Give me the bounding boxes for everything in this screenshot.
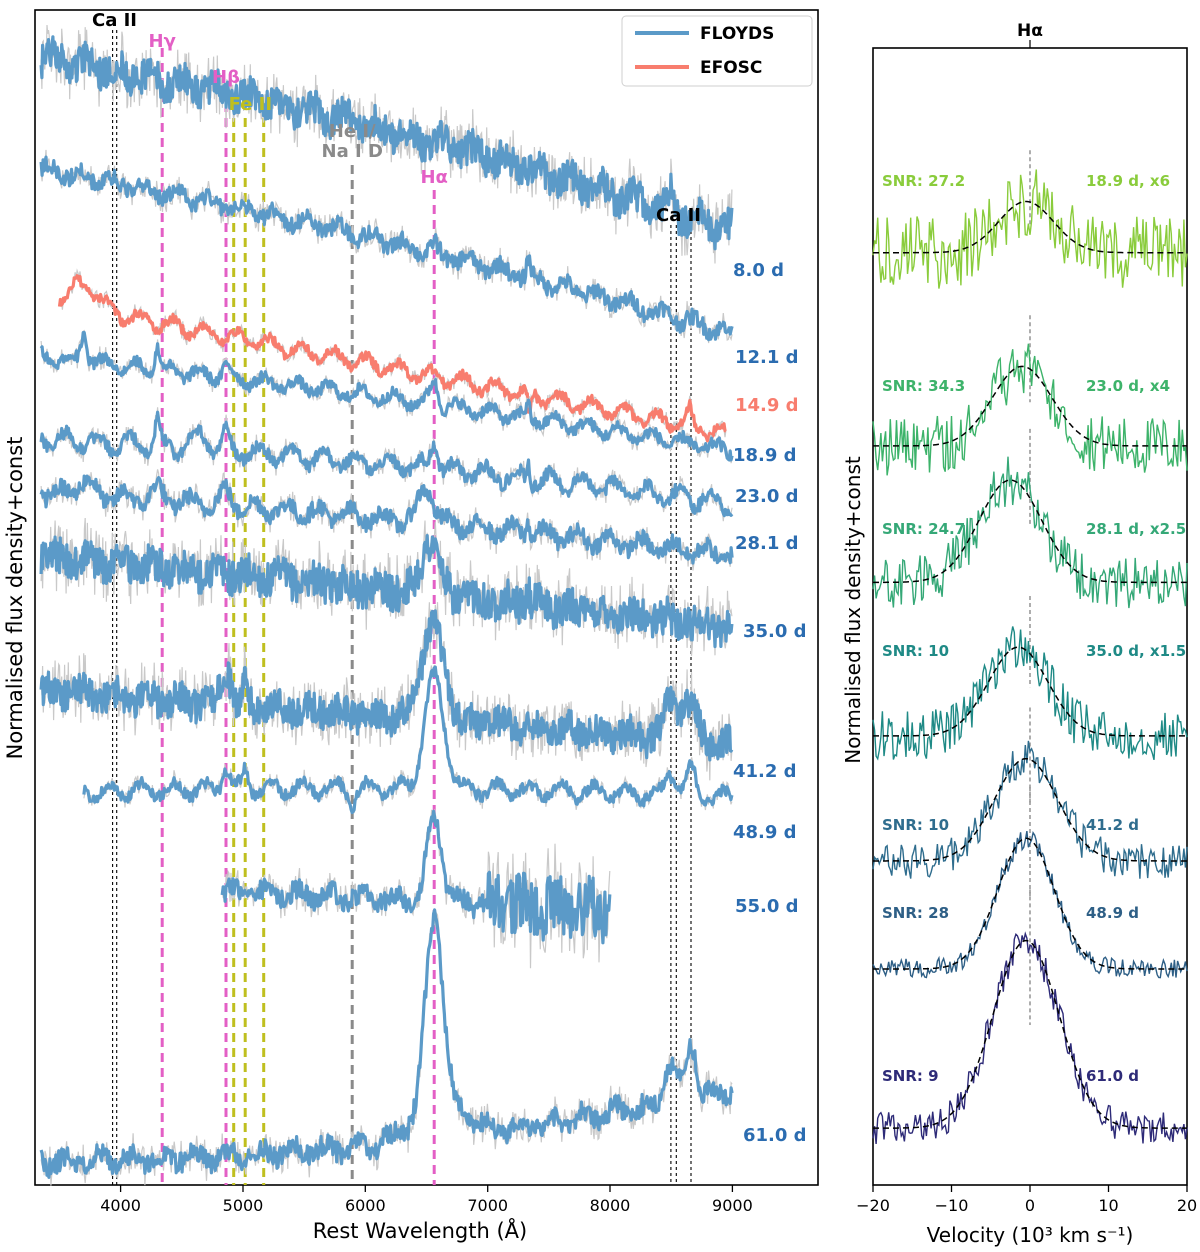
v-tick-label--10: −10 [935, 1196, 969, 1215]
spectrum-550 [220, 809, 612, 945]
epoch-scale-label-1: 23.0 d, x4 [1086, 377, 1170, 395]
legend-efosc-label: EFOSC [700, 58, 762, 78]
x-tick-label-9000: 9000 [712, 1196, 753, 1215]
v-tick-label-10: 10 [1098, 1196, 1118, 1215]
spectrum-281 [39, 474, 734, 565]
halpha-profile-2 [872, 456, 1188, 609]
epoch-label-0: 8.0 d [733, 260, 784, 281]
legend: FLOYDS EFOSC [621, 15, 813, 87]
epoch-label-5: 28.1 d [735, 533, 799, 554]
left-line-labels: Ca II Hγ Hβ Fe II He I/Na I D Hα Ca II [92, 10, 701, 226]
spectrum-149 [57, 274, 727, 443]
left-x-axis-label: Rest Wavelength (Å) [313, 1217, 527, 1243]
epoch-label-8: 48.9 d [733, 822, 797, 843]
line-label-1: Hγ [149, 31, 176, 52]
right-panel: Hα −20 −10 0 10 20 SNR: 27.2 18.9 d, x6 SNR: 3… [841, 21, 1197, 1247]
halpha-profile-4 [872, 740, 1188, 879]
left-spectra [39, 24, 734, 1186]
line-label-7: Ca II [656, 205, 701, 226]
line-label-5: Na I D [322, 141, 383, 162]
epoch-scale-label-3: 35.0 d, x1.5 [1086, 642, 1186, 660]
halpha-fit-6 [873, 939, 1187, 1129]
left-panel: 4000 5000 6000 7000 8000 9000 Ca II Hγ Hβ Fe II H… [3, 9, 819, 1243]
spectrum-121 [39, 155, 734, 342]
halpha-fit-1 [873, 365, 1187, 447]
spectrum-610 [39, 908, 734, 1179]
epoch-scale-label-0: 18.9 d, x6 [1086, 172, 1170, 190]
line-label-4: He I/ [329, 121, 376, 142]
halpha-profile-1 [872, 343, 1188, 476]
left-y-axis-label: Normalised flux density+const [3, 437, 27, 760]
halpha-profile-5 [872, 830, 1188, 979]
left-epoch-labels: 8.0 d 12.1 d 14.9 d 18.9 d 23.0 d 28.1 d 35.0 … [733, 260, 807, 1146]
epoch-label-10: 61.0 d [743, 1125, 807, 1146]
right-labels: SNR: 27.2 18.9 d, x6 SNR: 34.3 23.0 d, x4 SN… [882, 172, 1186, 1085]
snr-label-4: SNR: 10 [882, 816, 949, 834]
spectrum-189 [39, 330, 734, 462]
snr-label-5: SNR: 28 [882, 904, 949, 922]
snr-label-0: SNR: 27.2 [882, 172, 965, 190]
epoch-scale-label-6: 61.0 d [1086, 1067, 1139, 1085]
epoch-scale-label-5: 48.9 d [1086, 904, 1139, 922]
line-label-3: Fe II [229, 94, 272, 115]
right-plot-frame [872, 47, 1188, 1186]
spectrum-412 [39, 609, 734, 762]
right-panel-title: Hα [1017, 21, 1043, 41]
line-label-6: Hα [420, 167, 447, 188]
x-tick-label-5000: 5000 [223, 1196, 264, 1215]
right-spectra [872, 169, 1188, 1144]
halpha-fit-0 [873, 200, 1187, 254]
x-tick-label-7000: 7000 [467, 1196, 508, 1215]
epoch-label-6: 35.0 d [743, 621, 807, 642]
snr-label-1: SNR: 34.3 [882, 377, 965, 395]
epoch-label-1: 12.1 d [735, 347, 799, 368]
epoch-label-4: 23.0 d [735, 486, 799, 507]
snr-label-3: SNR: 10 [882, 642, 949, 660]
legend-floyds-label: FLOYDS [700, 24, 774, 44]
epoch-label-9: 55.0 d [735, 896, 799, 917]
halpha-fit-5 [873, 837, 1187, 970]
spectrum-80 [39, 35, 734, 251]
line-label-2: Hβ [212, 67, 240, 88]
epoch-scale-label-4: 41.2 d [1086, 816, 1139, 834]
halpha-fit-4 [873, 757, 1187, 862]
v-tick-label-20: 20 [1177, 1196, 1197, 1215]
halpha-profile-3 [872, 626, 1188, 761]
spectrum-350 [39, 534, 734, 649]
snr-label-6: SNR: 9 [882, 1067, 939, 1085]
epoch-label-3: 18.9 d [733, 445, 797, 466]
epoch-label-2: 14.9 d [735, 395, 799, 416]
epoch-label-7: 41.2 d [733, 761, 797, 782]
halpha-fit-2 [873, 479, 1187, 584]
x-tick-label-6000: 6000 [345, 1196, 386, 1215]
x-tick-label-8000: 8000 [590, 1196, 631, 1215]
line-label-0: Ca II [92, 10, 137, 31]
right-y-axis-label: Normalised flux density+const [841, 456, 865, 764]
snr-label-2: SNR: 24.7 [882, 520, 965, 538]
v-tick-label-0: 0 [1025, 1196, 1035, 1215]
spectrum-489 [82, 665, 734, 815]
x-tick-label-4000: 4000 [100, 1196, 141, 1215]
v-tick-label--20: −20 [856, 1196, 890, 1215]
spectrum-230 [39, 410, 734, 518]
left-x-ticks: 4000 5000 6000 7000 8000 9000 [100, 1185, 753, 1215]
halpha-fit-3 [873, 646, 1187, 737]
epoch-scale-label-2: 28.1 d, x2.5 [1086, 520, 1186, 538]
halpha-profile-0 [872, 169, 1188, 289]
right-x-ticks: −20 −10 0 10 20 [856, 1185, 1197, 1215]
right-x-axis-label: Velocity (10³ km s⁻¹) [927, 1223, 1134, 1247]
